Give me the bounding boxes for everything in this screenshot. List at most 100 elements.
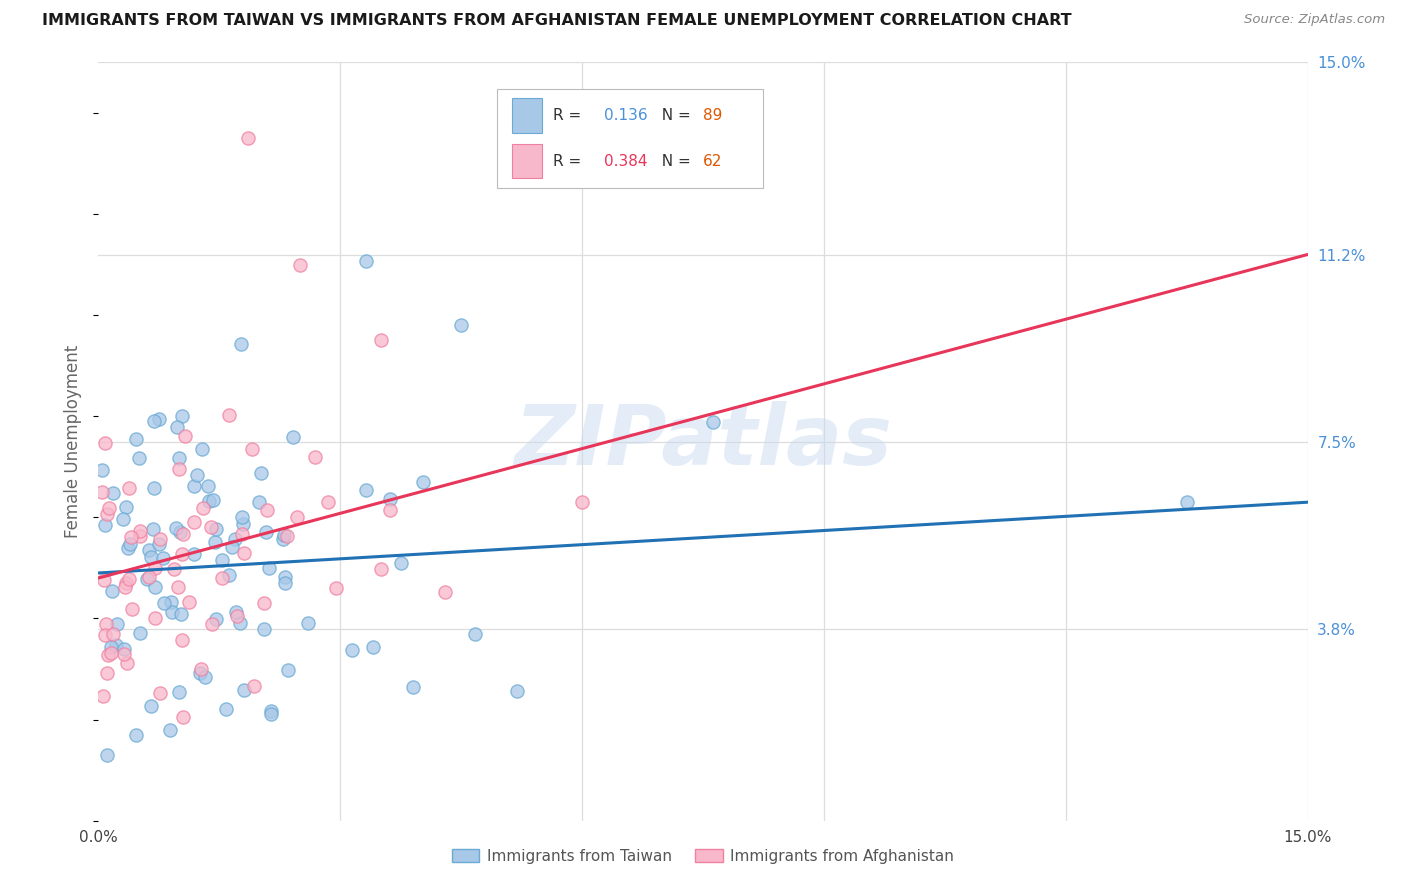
Point <box>361 640 384 655</box>
Point <box>162 562 184 576</box>
Point <box>166 420 188 434</box>
Text: 0.384: 0.384 <box>603 153 647 169</box>
Text: N =: N = <box>652 153 696 169</box>
Point <box>571 494 593 508</box>
Point <box>115 656 138 670</box>
Point <box>200 520 222 534</box>
Point <box>211 553 233 567</box>
Point <box>94 628 117 642</box>
Point <box>111 511 134 525</box>
Point <box>100 646 122 660</box>
FancyBboxPatch shape <box>498 89 763 187</box>
Point <box>159 594 181 608</box>
Point <box>231 527 253 541</box>
Point <box>191 442 214 456</box>
Point <box>233 683 256 698</box>
Point <box>179 595 201 609</box>
Point <box>281 430 304 444</box>
FancyBboxPatch shape <box>512 98 543 133</box>
Point <box>120 530 142 544</box>
Point <box>325 582 347 596</box>
Point <box>173 429 195 443</box>
Point <box>285 509 308 524</box>
Point <box>118 572 141 586</box>
Point <box>91 485 114 500</box>
Point <box>205 611 228 625</box>
Point <box>97 648 120 662</box>
Legend: Immigrants from Taiwan, Immigrants from Afghanistan: Immigrants from Taiwan, Immigrants from … <box>446 843 960 870</box>
Point <box>221 540 243 554</box>
Point <box>141 699 163 714</box>
Point <box>273 528 295 542</box>
Point <box>117 541 139 555</box>
Point <box>112 641 135 656</box>
Point <box>114 581 136 595</box>
Point <box>271 532 294 546</box>
Point <box>128 450 150 465</box>
Point <box>243 679 266 693</box>
Point <box>101 584 124 599</box>
Point <box>139 549 162 564</box>
Point <box>204 535 226 549</box>
Point <box>188 665 211 680</box>
Point <box>183 547 205 561</box>
Point <box>229 616 252 631</box>
Text: R =: R = <box>553 108 586 123</box>
Point <box>169 524 191 539</box>
Text: 62: 62 <box>703 153 723 169</box>
Point <box>94 435 117 450</box>
Point <box>247 495 270 509</box>
Point <box>167 451 190 466</box>
Point <box>370 334 392 348</box>
Point <box>506 684 529 698</box>
Point <box>297 615 319 630</box>
Point <box>129 529 152 543</box>
Point <box>129 524 152 539</box>
Point <box>167 461 190 475</box>
Point <box>125 432 148 446</box>
Y-axis label: Female Unemployment: Female Unemployment <box>65 345 83 538</box>
Point <box>136 573 159 587</box>
Point <box>121 602 143 616</box>
Point <box>231 509 253 524</box>
Point <box>118 481 141 495</box>
Point <box>105 638 128 652</box>
Point <box>412 475 434 489</box>
Point <box>101 627 124 641</box>
Point <box>463 626 485 640</box>
Text: R =: R = <box>553 153 586 169</box>
Point <box>256 503 278 517</box>
Point <box>401 680 423 694</box>
Point <box>232 546 254 560</box>
Point <box>96 507 118 521</box>
Point <box>166 580 188 594</box>
Point <box>100 640 122 654</box>
Point <box>129 626 152 640</box>
Point <box>389 556 412 570</box>
Point <box>201 616 224 631</box>
Point <box>160 605 183 619</box>
Point <box>165 521 187 535</box>
Point <box>142 522 165 536</box>
Point <box>93 573 115 587</box>
Point <box>183 479 205 493</box>
Point <box>115 500 138 515</box>
Point <box>218 568 240 582</box>
Point <box>197 493 219 508</box>
Point <box>274 570 297 584</box>
Point <box>142 481 165 495</box>
Point <box>342 642 364 657</box>
Point <box>276 529 298 543</box>
Point <box>224 532 246 546</box>
Point <box>167 684 190 698</box>
Point <box>204 522 226 536</box>
Text: ZIPatlas: ZIPatlas <box>515 401 891 482</box>
Point <box>125 728 148 742</box>
Point <box>149 533 172 547</box>
Point <box>316 494 339 508</box>
Point <box>148 411 170 425</box>
Point <box>304 450 326 464</box>
Point <box>143 561 166 575</box>
Point <box>218 408 240 422</box>
Point <box>380 503 402 517</box>
